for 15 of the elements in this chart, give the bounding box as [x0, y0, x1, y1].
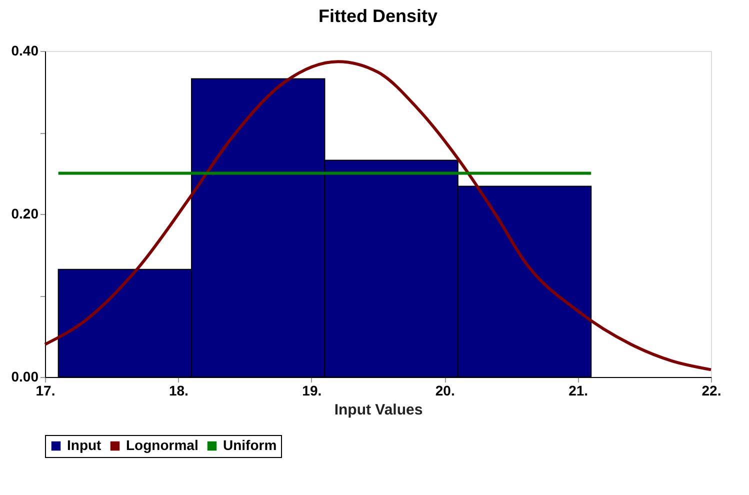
- x-tick-label: 22.: [702, 382, 722, 398]
- y-tick-label: 0.20: [11, 206, 39, 222]
- chart-title: Fitted Density: [318, 6, 438, 26]
- legend-label: Lognormal: [126, 437, 198, 453]
- x-tick-label: 18.: [168, 382, 188, 398]
- legend-label: Uniform: [223, 437, 277, 453]
- line-series: [44, 60, 712, 372]
- x-tick-label: 19.: [302, 382, 322, 398]
- x-tick-label: 21.: [568, 382, 588, 398]
- x-tick-label: 20.: [435, 382, 455, 398]
- y-tick-label: 0.40: [11, 42, 39, 58]
- x-axis-title: Input Values: [334, 402, 423, 418]
- x-tick-label: 17.: [36, 382, 56, 398]
- legend-label: Input: [67, 437, 102, 453]
- y-tick-label: 0.00: [11, 368, 39, 384]
